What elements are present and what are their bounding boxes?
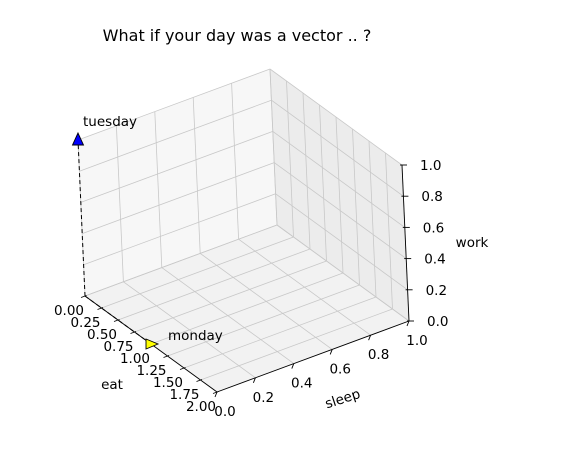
grid-line-y-floor — [238, 238, 371, 336]
text-labels: 0.000.250.500.751.001.251.501.752.000.00… — [54, 114, 449, 420]
x-tick — [130, 331, 137, 334]
x-tick — [113, 319, 120, 322]
x-tick-label: 0.75 — [103, 339, 133, 355]
grid-line-z-back — [83, 193, 276, 266]
z-tick-label: 0.4 — [424, 252, 445, 268]
tick-marks — [80, 164, 414, 398]
grid-line-x-floor — [200, 308, 393, 381]
grid-lines — [77, 68, 410, 393]
grid-line-x-floor — [117, 248, 311, 321]
y-tick-label: 0.8 — [368, 347, 389, 363]
grid-line-x-side — [352, 128, 360, 286]
y-tick — [406, 320, 410, 327]
grid-line-x-side — [319, 104, 327, 262]
z-tick-label: 0.8 — [421, 189, 442, 205]
grid-line-x-floor — [183, 296, 377, 369]
grid-line-x-side — [368, 140, 377, 298]
z-tick-label: 1.0 — [420, 158, 441, 174]
y-tick — [329, 349, 333, 355]
marker-monday — [145, 338, 160, 350]
point-label-monday: monday — [168, 328, 223, 344]
x-tick — [179, 367, 186, 370]
x-tick-label: 0.50 — [87, 327, 117, 343]
grid-line-z-back — [77, 68, 271, 141]
grid-line-x-floor — [101, 236, 294, 309]
z-tick-label: 0.0 — [427, 314, 448, 330]
vector-lines — [77, 139, 152, 345]
y-tick-label: 0.6 — [329, 361, 350, 377]
grid-line-x-floor — [134, 260, 327, 333]
grid-line-z-back — [84, 224, 278, 297]
x-tick — [97, 307, 104, 310]
grid-line-z-side — [275, 193, 408, 291]
grid-line-x-side — [335, 116, 344, 274]
grid-line-x-side — [302, 92, 311, 250]
x-tick — [196, 379, 203, 382]
point-label-tuesday: tuesday — [83, 114, 137, 130]
x-tick-label: 1.50 — [153, 375, 183, 391]
x-tick-label: 1.00 — [120, 351, 150, 367]
grid-line-y-floor — [199, 253, 333, 350]
y-tick-label: 0.0 — [214, 404, 235, 420]
y-tick-label: 0.2 — [253, 390, 274, 406]
chart-title: What if your day was a vector .. ? — [103, 26, 372, 45]
grid-line-x-side — [385, 152, 393, 310]
marker-tuesday — [71, 131, 85, 146]
x-tick — [212, 391, 219, 394]
grid-line-z-side — [276, 224, 410, 322]
grid-line-y-back — [192, 97, 201, 254]
grid-line-y-back — [116, 125, 124, 282]
vector-tuesday — [77, 139, 86, 297]
z-axis-label: work — [456, 235, 489, 251]
x-axis-label: eat — [101, 377, 123, 393]
grid-line-y-back — [269, 68, 278, 226]
x-tick — [163, 355, 170, 358]
y-tick — [252, 377, 256, 383]
x-tick-label: 1.75 — [169, 387, 199, 403]
y-tick — [368, 335, 372, 341]
grid-line-z-back — [82, 162, 275, 234]
y-axis-line — [216, 320, 410, 393]
x-tick-label: 1.25 — [136, 363, 166, 379]
y-axis-label: sleep — [323, 386, 362, 412]
y-tick — [214, 391, 218, 398]
z-tick-label: 0.2 — [426, 283, 447, 299]
grid-line-y-back — [154, 111, 163, 268]
data-markers — [71, 131, 160, 350]
grid-line-z-side — [269, 68, 403, 166]
y-tick — [291, 363, 295, 369]
y-tick-label: 1.0 — [406, 333, 427, 349]
grid-line-z-back — [80, 131, 273, 203]
grid-line-y-floor — [123, 281, 256, 379]
z-tick-label: 0.6 — [423, 220, 444, 236]
y-tick-label: 0.4 — [291, 376, 312, 392]
grid-line-y-floor — [161, 267, 295, 364]
x-tick-label: 2.00 — [186, 399, 216, 415]
grid-line-z-side — [272, 131, 406, 228]
x-tick-label: 0.00 — [54, 303, 84, 319]
grid-line-x-side — [286, 80, 294, 238]
x-tick-label: 0.25 — [70, 315, 100, 331]
grid-line-z-back — [79, 99, 272, 172]
grid-line-x-floor — [167, 284, 360, 357]
grid-line-y-back — [231, 83, 239, 240]
grid-line-z-side — [271, 99, 404, 197]
grid-line-z-side — [273, 162, 407, 259]
z-axis-line — [401, 164, 410, 322]
grid-line-x-floor — [150, 272, 344, 345]
